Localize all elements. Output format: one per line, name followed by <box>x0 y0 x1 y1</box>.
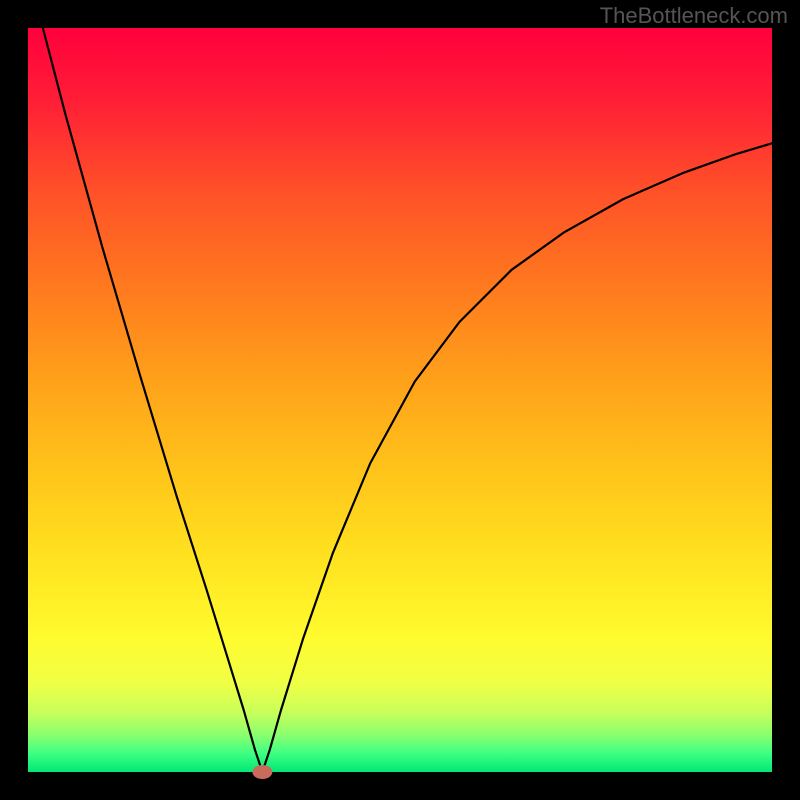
minimum-marker <box>252 765 272 779</box>
plot-background <box>28 28 772 772</box>
bottleneck-chart <box>0 0 800 800</box>
chart-container: TheBottleneck.com <box>0 0 800 800</box>
watermark-label: TheBottleneck.com <box>600 3 788 29</box>
